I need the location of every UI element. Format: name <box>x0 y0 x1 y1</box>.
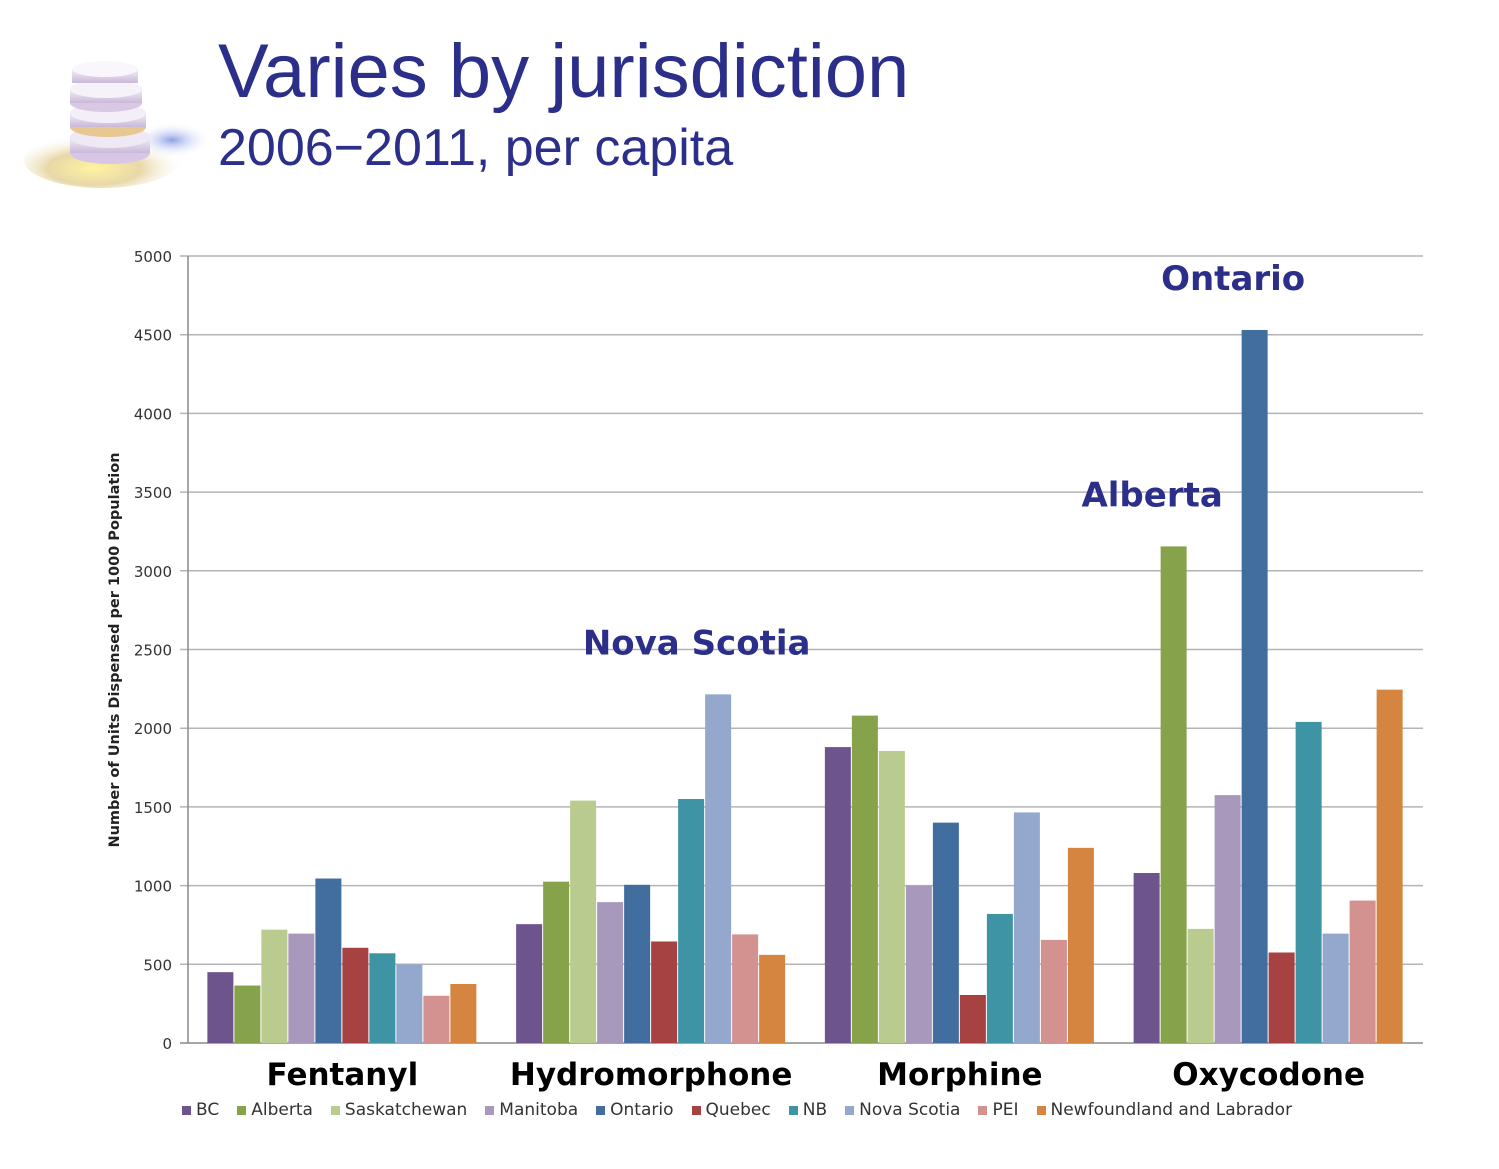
y-tick-label: 2000 <box>134 720 172 738</box>
bar-manitoba-oxycodone <box>1214 795 1241 1043</box>
bar-saskatchewan-hydromorphone <box>570 800 597 1043</box>
legend-swatch <box>182 1105 191 1115</box>
bar-bc-hydromorphone <box>516 924 543 1043</box>
bar-nb-morphine <box>986 913 1013 1043</box>
y-tick-label: 1500 <box>134 799 172 817</box>
category-label: Hydromorphone <box>510 1057 792 1093</box>
chart-legend: BC Alberta Saskatchewan Manitoba Ontario Queb… <box>182 1100 1310 1120</box>
bar-nova-scotia-oxycodone <box>1322 933 1349 1043</box>
legend-label: Quebec <box>705 1100 771 1120</box>
bar-newfoundland-and-labrador-oxycodone <box>1376 689 1403 1043</box>
legend-swatch <box>978 1105 988 1115</box>
y-tick-label: 5000 <box>134 248 172 266</box>
bar-alberta-hydromorphone <box>543 881 570 1043</box>
legend-label: NB <box>802 1100 828 1120</box>
page-title: Varies by jurisdiction <box>218 29 910 114</box>
bar-manitoba-hydromorphone <box>597 902 624 1043</box>
bar-saskatchewan-oxycodone <box>1187 928 1214 1043</box>
legend-swatch <box>330 1105 340 1115</box>
bar-saskatchewan-morphine <box>878 751 905 1043</box>
legend-item: Manitoba <box>485 1100 578 1120</box>
bar-nb-oxycodone <box>1295 721 1322 1043</box>
bar-alberta-morphine <box>851 715 878 1043</box>
category-label: Morphine <box>877 1057 1042 1093</box>
annotation-label: Ontario <box>1161 259 1305 299</box>
legend-item: PEI <box>978 1100 1019 1120</box>
y-tick-label: 4500 <box>134 327 172 345</box>
bar-manitoba-fentanyl <box>288 933 315 1043</box>
y-axis-label: Number of Units Dispensed per 1000 Popul… <box>107 452 123 847</box>
bar-nova-scotia-fentanyl <box>396 964 423 1043</box>
legend-item: Nova Scotia <box>845 1100 960 1120</box>
bar-ontario-hydromorphone <box>624 884 651 1043</box>
page-subtitle: 2006−2011, per capita <box>218 119 734 177</box>
bar-pei-oxycodone <box>1349 900 1376 1043</box>
category-label: Oxycodone <box>1172 1057 1365 1093</box>
legend-label: Newfoundland and Labrador <box>1050 1100 1293 1120</box>
legend-label: Saskatchewan <box>344 1100 468 1120</box>
bar-nb-hydromorphone <box>678 799 705 1043</box>
annotation-label: Alberta <box>1081 475 1222 515</box>
legend-label: Alberta <box>251 1100 313 1120</box>
bar-pei-hydromorphone <box>732 934 759 1043</box>
legend-swatch <box>845 1105 855 1115</box>
bar-manitoba-morphine <box>905 885 932 1043</box>
bar-newfoundland-and-labrador-hydromorphone <box>759 954 786 1043</box>
legend-item: Quebec <box>691 1100 771 1120</box>
y-tick-label: 2500 <box>134 642 172 660</box>
bars <box>207 329 1403 1043</box>
legend-label: BC <box>196 1100 220 1120</box>
bar-ontario-morphine <box>932 822 959 1043</box>
legend-label: Nova Scotia <box>859 1100 961 1120</box>
y-tick-label: 3000 <box>134 563 172 581</box>
legend-swatch <box>788 1105 798 1115</box>
pills-stack-logo <box>22 55 212 190</box>
category-labels: Fentanyl Hydromorphone Morphine Oxycodone <box>267 1057 1365 1093</box>
legend-item: BC <box>182 1100 219 1120</box>
y-tick-label: 0 <box>162 1035 172 1053</box>
legend-item: Newfoundland and Labrador <box>1036 1100 1293 1120</box>
legend-label: PEI <box>992 1100 1019 1120</box>
bar-quebec-fentanyl <box>342 947 369 1043</box>
legend-item: Saskatchewan <box>330 1100 468 1120</box>
bar-alberta-fentanyl <box>234 985 261 1043</box>
bar-ontario-oxycodone <box>1241 329 1268 1043</box>
y-tick-label: 3500 <box>134 484 172 502</box>
legend-swatch <box>691 1105 701 1115</box>
legend-item: NB <box>788 1100 828 1120</box>
bar-nb-fentanyl <box>369 953 396 1043</box>
bar-quebec-morphine <box>959 994 986 1043</box>
annotation-label: Nova Scotia <box>583 623 811 663</box>
annotations: Nova Scotia Alberta Ontario <box>583 259 1305 663</box>
bar-newfoundland-and-labrador-morphine <box>1067 847 1094 1043</box>
legend-swatch <box>1036 1105 1046 1115</box>
legend-item: Ontario <box>596 1100 674 1120</box>
bar-alberta-oxycodone <box>1160 546 1187 1043</box>
bar-nova-scotia-hydromorphone <box>705 694 732 1043</box>
legend-swatch <box>596 1105 606 1115</box>
bar-pei-morphine <box>1040 939 1067 1043</box>
legend-label: Ontario <box>610 1100 674 1120</box>
category-label: Fentanyl <box>267 1057 419 1093</box>
bar-pei-fentanyl <box>423 995 450 1043</box>
y-tick-label: 1000 <box>134 878 172 896</box>
legend-swatch <box>485 1105 495 1115</box>
bar-bc-oxycodone <box>1133 873 1160 1043</box>
bar-quebec-hydromorphone <box>651 941 678 1043</box>
legend-swatch <box>237 1105 247 1115</box>
bar-quebec-oxycodone <box>1268 952 1295 1043</box>
y-tick-label: 500 <box>143 956 172 974</box>
bar-bc-fentanyl <box>207 972 234 1043</box>
bar-nova-scotia-morphine <box>1013 812 1040 1043</box>
legend-label: Manitoba <box>499 1100 579 1120</box>
bar-bc-morphine <box>824 747 851 1043</box>
bar-ontario-fentanyl <box>315 878 342 1043</box>
bar-newfoundland-and-labrador-fentanyl <box>450 983 477 1043</box>
legend-item: Alberta <box>237 1100 313 1120</box>
y-tick-label: 4000 <box>134 405 172 423</box>
bar-saskatchewan-fentanyl <box>261 929 288 1043</box>
y-axis-ticks: 0 500 1000 1500 2000 2500 3000 3500 4000 4500 5000 <box>134 248 172 1053</box>
